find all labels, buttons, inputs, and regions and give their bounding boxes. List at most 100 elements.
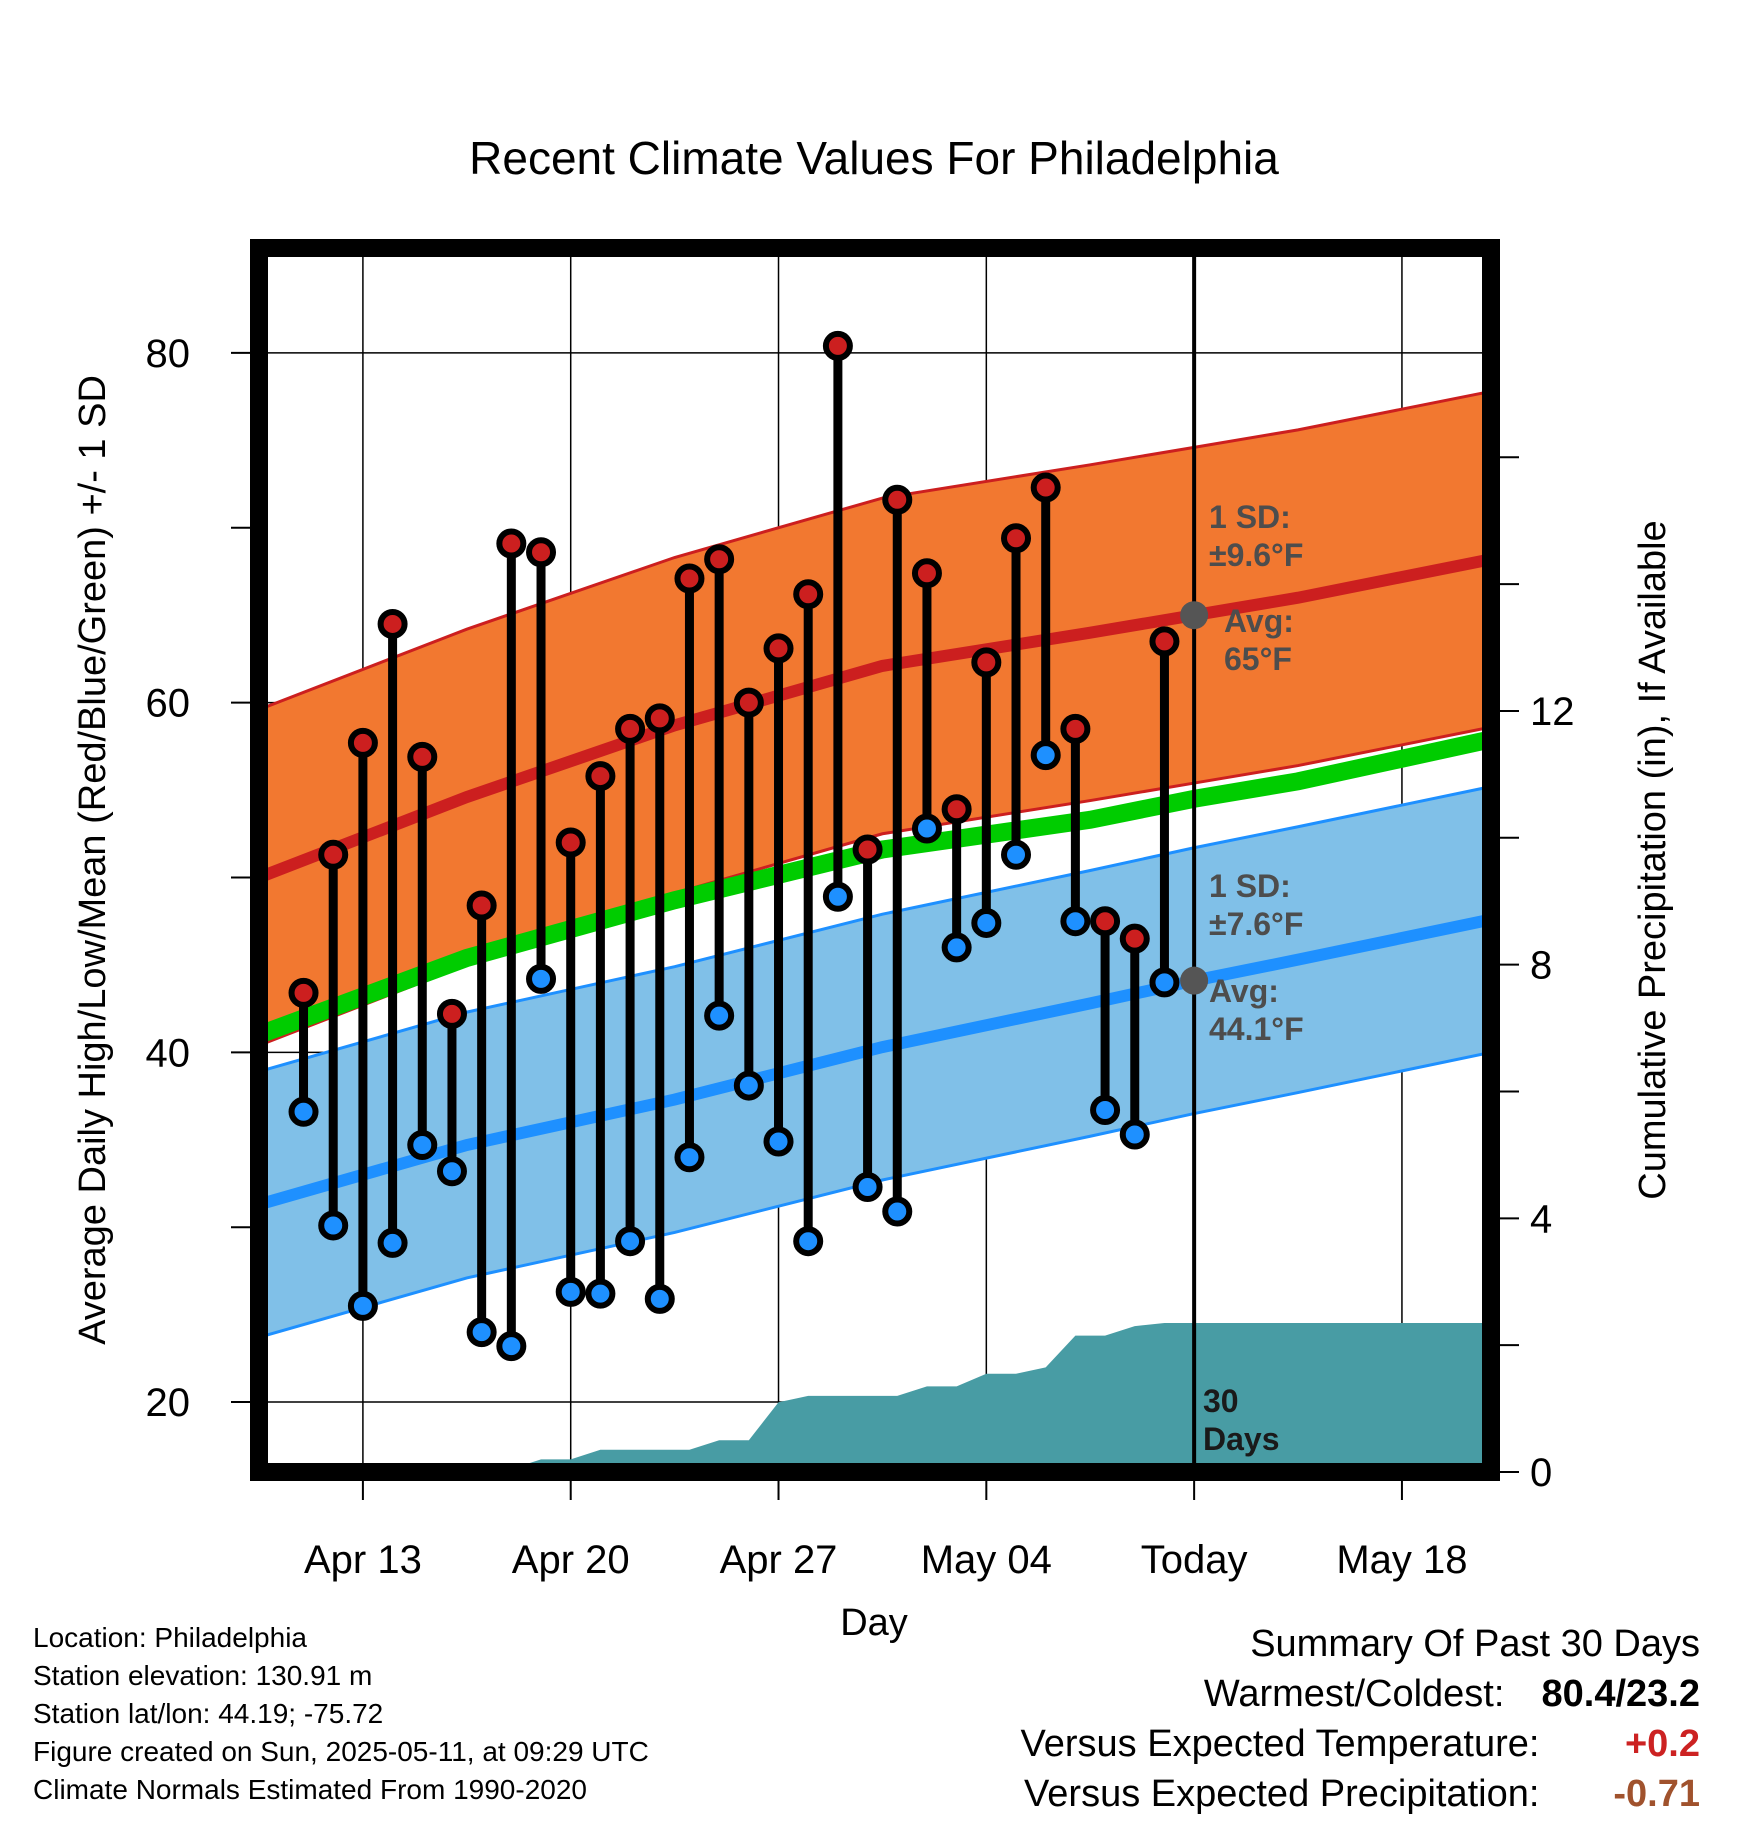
warm-cold-label: Warmest/Coldest:	[1203, 1673, 1505, 1715]
temp-label: Versus Expected Temperature:	[1020, 1723, 1540, 1765]
observed-day	[1060, 713, 1091, 937]
observed-day	[941, 794, 972, 963]
y-right-tick-label: 8	[1530, 944, 1552, 988]
temp-value: +0.2	[1624, 1723, 1700, 1765]
observed-day	[585, 761, 616, 1309]
y-left-tick-label: 60	[146, 682, 191, 726]
observed-high-dot	[1001, 523, 1032, 554]
x-tick-label: Apr 13	[304, 1538, 422, 1582]
low-sd-label-line: 1 SD:	[1209, 868, 1291, 904]
y-left-tick-label: 40	[146, 1031, 191, 1075]
precip-value: -0.71	[1613, 1773, 1700, 1815]
observed-low-dot	[644, 1283, 675, 1314]
station-info: Location: Philadelphia Station elevation…	[33, 1619, 649, 1809]
observed-day	[288, 977, 319, 1127]
observed-high-dot	[288, 977, 319, 1008]
observed-low-dot	[318, 1210, 349, 1241]
chart-title: Recent Climate Values For Philadelphia	[469, 132, 1279, 184]
observed-low-dot	[1090, 1095, 1121, 1126]
info-location: Location: Philadelphia	[33, 1622, 307, 1653]
observed-day	[1119, 923, 1150, 1150]
normal-low-line	[259, 913, 1491, 1211]
observed-high-dot	[377, 608, 408, 639]
observed-high-dot	[971, 647, 1002, 678]
observed-range-bars	[288, 330, 1180, 1362]
observed-low-dot	[585, 1278, 616, 1309]
low-sd-label-line: ±7.6°F	[1209, 906, 1303, 942]
observed-day	[852, 834, 883, 1202]
x-tick-label: May 18	[1336, 1538, 1467, 1582]
observed-low-dot	[793, 1226, 824, 1257]
observed-low-dot	[555, 1276, 586, 1307]
observed-low-dot	[674, 1142, 705, 1173]
left-axis-label: Average Daily High/Low/Mean (Red/Blue/Gr…	[72, 375, 114, 1345]
observed-high-dot	[852, 834, 883, 865]
observed-low-dot	[733, 1070, 764, 1101]
precip-area	[259, 1322, 1491, 1472]
observed-low-dot	[852, 1171, 883, 1202]
precipitation-area	[259, 1322, 1491, 1472]
observed-low-dot	[822, 881, 853, 912]
observed-high-dot	[1119, 923, 1150, 954]
observed-high-dot	[763, 633, 794, 664]
period-label-line: Days	[1203, 1421, 1280, 1457]
observed-day	[555, 827, 586, 1307]
observed-low-dot	[704, 1000, 735, 1031]
observed-day	[1090, 906, 1121, 1126]
today-low-marker	[1180, 966, 1209, 995]
high-sd-label: 1 SD: ±9.6°F	[1209, 499, 1303, 573]
observed-high-dot	[1060, 713, 1091, 744]
observed-low-dot	[763, 1126, 794, 1157]
observed-day	[911, 558, 942, 844]
observed-low-dot	[407, 1130, 438, 1161]
observed-day	[318, 839, 349, 1241]
observed-low-dot	[436, 1156, 467, 1187]
high-sd-label-line: 1 SD:	[1209, 499, 1291, 535]
y-left-tick-label: 80	[146, 332, 191, 376]
observed-high-dot	[526, 537, 557, 568]
info-normals: Climate Normals Estimated From 1990-2020	[33, 1774, 587, 1805]
today-high-marker	[1180, 601, 1209, 630]
plot-frame	[250, 239, 1500, 1481]
x-tick-label: Apr 20	[512, 1538, 630, 1582]
x-tick-label: Apr 27	[720, 1538, 838, 1582]
low-avg-label-line: 44.1°F	[1209, 1011, 1304, 1047]
observed-low-dot	[526, 963, 557, 994]
info-created: Figure created on Sun, 2025-05-11, at 09…	[33, 1736, 649, 1767]
observed-low-dot	[466, 1317, 497, 1348]
observed-high-dot	[822, 330, 853, 361]
info-elevation: Station elevation: 130.91 m	[33, 1660, 373, 1691]
observed-high-dot	[644, 703, 675, 734]
observed-low-dot	[288, 1096, 319, 1127]
x-axis-label: Day	[840, 1602, 908, 1644]
observed-low-dot	[911, 813, 942, 844]
observed-day	[615, 713, 646, 1257]
summary-panel: Summary Of Past 30 Days Warmest/Coldest:…	[1021, 1619, 1700, 1819]
observed-high-dot	[436, 998, 467, 1029]
observed-low-dot	[971, 907, 1002, 938]
observed-day	[704, 544, 735, 1031]
observed-day	[496, 528, 527, 1362]
summary-heading: Summary Of Past 30 Days	[1250, 1623, 1700, 1665]
summary-precip-row: Versus Expected Precipitation: -0.71	[1021, 1769, 1700, 1819]
observed-high-dot	[347, 727, 378, 758]
observed-high-dot	[911, 558, 942, 589]
observed-day	[882, 484, 913, 1227]
x-tick-label: May 04	[921, 1538, 1052, 1582]
observed-day	[1149, 626, 1180, 998]
y-right-tick-label: 4	[1530, 1197, 1552, 1241]
y-right-tick-label: 0	[1530, 1451, 1552, 1495]
observed-high-dot	[407, 741, 438, 772]
observed-high-dot	[1090, 906, 1121, 937]
low-sd-label: 1 SD: ±7.6°F	[1209, 868, 1303, 942]
precip-label: Versus Expected Precipitation:	[1024, 1773, 1540, 1815]
low-avg-label: Avg: 44.1°F	[1209, 973, 1304, 1047]
y-right-tick-label: 12	[1530, 690, 1575, 734]
info-latlon: Station lat/lon: 44.19; -75.72	[33, 1698, 384, 1729]
observed-day	[377, 608, 408, 1258]
observed-day	[822, 330, 853, 912]
observed-day	[407, 741, 438, 1161]
observed-high-dot	[585, 761, 616, 792]
